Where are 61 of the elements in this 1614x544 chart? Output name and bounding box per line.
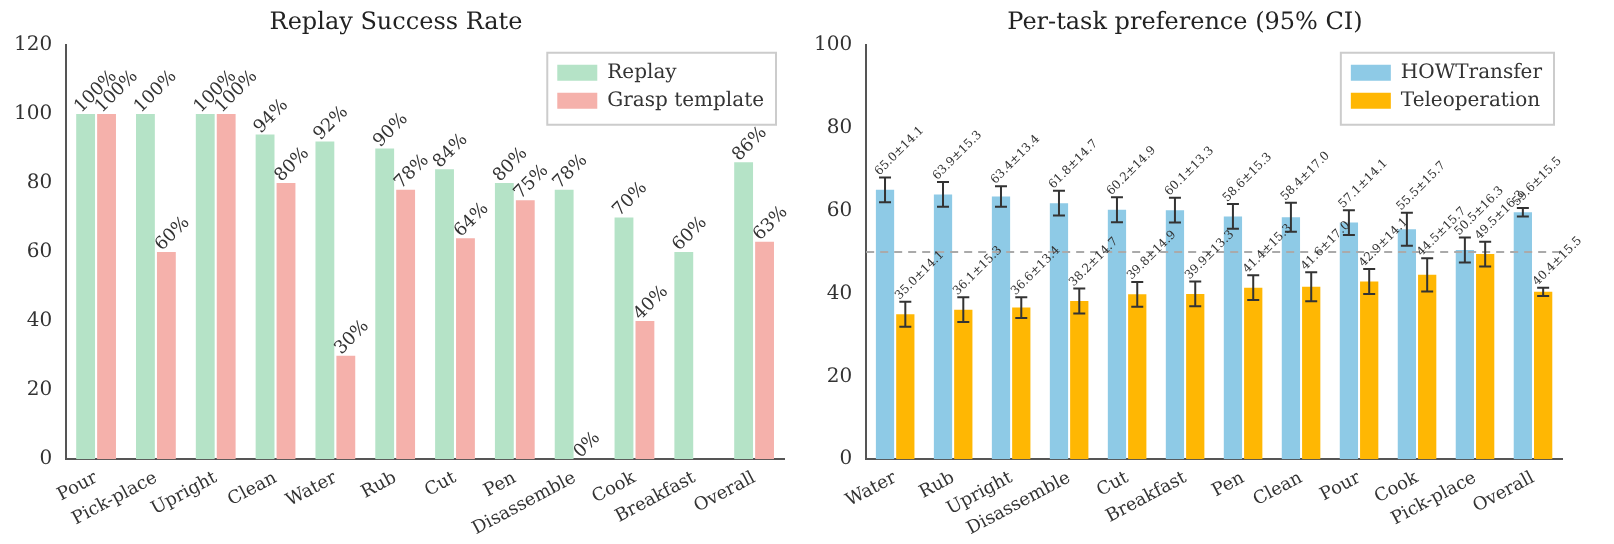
bar	[954, 309, 973, 460]
bar	[1186, 293, 1205, 460]
x-tick-label: Clean	[1250, 468, 1307, 511]
bar	[156, 252, 176, 460]
y-tick-label: 40	[26, 310, 53, 333]
bar	[1012, 307, 1031, 460]
bar	[674, 252, 694, 460]
chart-title: Replay Success Rate	[269, 6, 523, 35]
legend-label: Teleoperation	[1400, 89, 1542, 112]
bar	[1534, 291, 1553, 460]
bar	[755, 241, 774, 460]
bar	[1070, 300, 1089, 460]
bar	[554, 189, 574, 460]
y-tick-label: 100	[13, 103, 53, 126]
legend-label: Replay	[607, 61, 678, 84]
bar	[1128, 294, 1147, 460]
y-tick-label: 20	[26, 379, 53, 402]
bar	[396, 189, 416, 460]
bar	[195, 113, 215, 460]
bar	[76, 113, 96, 460]
x-tick-label: Clean	[224, 468, 281, 511]
bar	[614, 217, 634, 460]
y-tick-label: 100	[813, 33, 853, 56]
bar	[635, 321, 655, 460]
bar	[255, 134, 275, 460]
bar	[1302, 286, 1321, 460]
x-tick-label: Pen	[1209, 468, 1249, 502]
bar	[456, 238, 475, 460]
x-tick-label: Rub	[358, 468, 401, 504]
bar	[97, 113, 116, 460]
y-tick-label: 60	[826, 199, 853, 222]
bar	[1418, 274, 1437, 460]
bar	[375, 148, 395, 460]
chart-title: Per-task preference (95% CI)	[1007, 6, 1363, 35]
data-label: 0%	[570, 427, 606, 463]
bar	[1476, 254, 1495, 460]
bar	[276, 182, 296, 460]
y-tick-label: 0	[839, 448, 853, 471]
bar	[875, 189, 895, 460]
bar	[896, 314, 915, 460]
y-tick-label: 120	[13, 33, 53, 56]
x-tick-label: Pour	[1317, 467, 1366, 507]
x-tick-label: Cut	[421, 468, 461, 502]
y-tick-label: 0	[39, 448, 53, 471]
bar	[315, 141, 335, 460]
legend-label: HOWTransfer	[1400, 61, 1543, 84]
y-tick-label: 20	[826, 365, 853, 388]
bar	[136, 113, 155, 460]
y-tick-label: 80	[26, 172, 53, 195]
bar	[1244, 287, 1263, 460]
y-tick-label: 80	[826, 116, 853, 139]
bar	[494, 182, 514, 460]
bar	[1360, 281, 1379, 460]
bar	[216, 113, 236, 460]
y-tick-label: 40	[826, 282, 853, 305]
bar	[435, 169, 454, 460]
bar	[734, 162, 754, 460]
bar	[336, 355, 356, 460]
y-tick-label: 60	[26, 241, 53, 264]
bar	[515, 200, 535, 460]
legend-label: Grasp template	[607, 89, 765, 112]
